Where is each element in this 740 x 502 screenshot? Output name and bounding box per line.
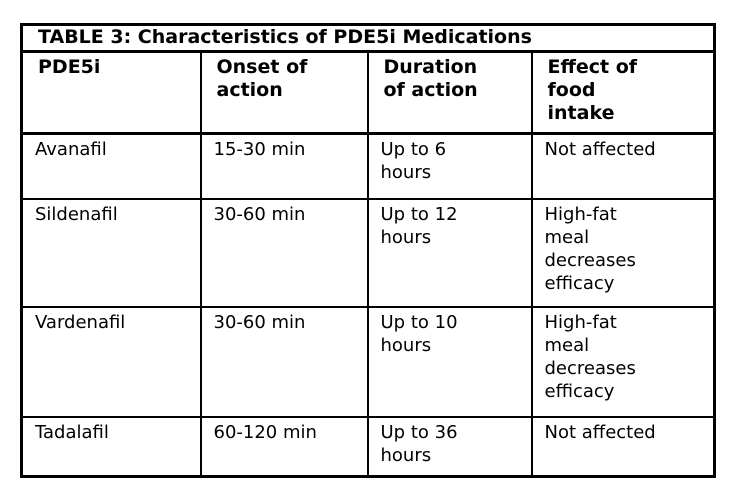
cell-drug-name: Sildenafil [20, 197, 202, 308]
cell-onset: 60-120 min [199, 415, 369, 478]
col-header-food-effect: Effect of food intake [530, 50, 716, 135]
cell-food-effect: Not affected [530, 132, 716, 200]
table-header-row: PDE5i Onset of action Duration of action… [20, 50, 716, 135]
table-row: Tadalafil 60-120 min Up to 36 hours Not … [20, 415, 716, 478]
cell-onset: 15-30 min [199, 132, 369, 200]
cell-food-effect: High-fat meal decreases efficacy [530, 305, 716, 418]
table-title: TABLE 3: Characteristics of PDE5i Medica… [20, 23, 716, 53]
col-header-duration: Duration of action [366, 50, 533, 135]
cell-duration: Up to 36 hours [366, 415, 533, 478]
table-title-row: TABLE 3: Characteristics of PDE5i Medica… [20, 23, 716, 53]
cell-onset: 30-60 min [199, 305, 369, 418]
cell-drug-name: Vardenafil [20, 305, 202, 418]
cell-duration: Up to 6 hours [366, 132, 533, 200]
cell-food-effect: High-fat meal decreases efficacy [530, 197, 716, 308]
cell-duration: Up to 12 hours [366, 197, 533, 308]
col-header-onset: Onset of action [199, 50, 369, 135]
cell-drug-name: Avanafil [20, 132, 202, 200]
pde5i-medications-table: TABLE 3: Characteristics of PDE5i Medica… [20, 23, 716, 478]
cell-onset: 30-60 min [199, 197, 369, 308]
cell-duration: Up to 10 hours [366, 305, 533, 418]
table-row: Vardenafil 30-60 min Up to 10 hours High… [20, 305, 716, 418]
cell-drug-name: Tadalafil [20, 415, 202, 478]
col-header-pde5i: PDE5i [20, 50, 202, 135]
table-row: Avanafil 15-30 min Up to 6 hours Not aff… [20, 132, 716, 200]
cell-food-effect: Not affected [530, 415, 716, 478]
table-row: Sildenafil 30-60 min Up to 12 hours High… [20, 197, 716, 308]
